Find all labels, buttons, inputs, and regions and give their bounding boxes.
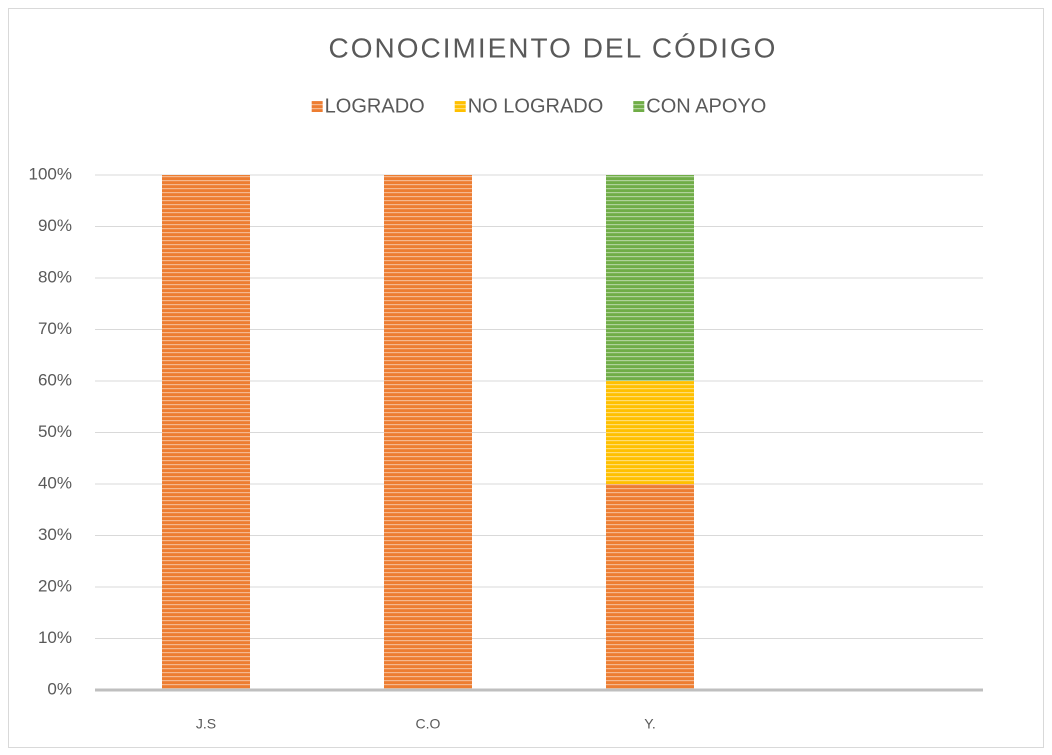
- legend-label: CON APOYO: [646, 95, 766, 117]
- y-tick-label: 60%: [38, 370, 72, 389]
- y-tick-label: 50%: [38, 422, 72, 441]
- y-tick-label: 80%: [38, 267, 72, 286]
- x-tick-label: J.S: [196, 716, 216, 732]
- bar-segment: [606, 175, 694, 381]
- x-tick-label: C.O: [416, 716, 441, 732]
- y-tick-label: 0%: [47, 679, 72, 698]
- bar-segment: [606, 381, 694, 484]
- legend: LOGRADO NO LOGRADO CON APOYO: [311, 95, 766, 117]
- y-tick-label: 40%: [38, 473, 72, 492]
- chart-title: CONOCIMIENTO DEL CÓDIGO: [329, 32, 778, 63]
- y-tick-label: 100%: [29, 164, 72, 183]
- bar-segment: [384, 175, 472, 690]
- x-tick-label: Y.: [644, 716, 655, 732]
- y-tick-label: 20%: [38, 576, 72, 595]
- bar-segment: [606, 484, 694, 690]
- legend-label: NO LOGRADO: [468, 95, 604, 117]
- legend-swatch: [633, 101, 645, 112]
- y-tick-label: 10%: [38, 628, 72, 647]
- y-tick-label: 30%: [38, 525, 72, 544]
- legend-label: LOGRADO: [325, 95, 425, 117]
- legend-swatch: [311, 101, 323, 112]
- y-tick-label: 90%: [38, 216, 72, 235]
- y-tick-label: 70%: [38, 319, 72, 338]
- legend-swatch: [454, 101, 466, 112]
- bar-segment: [162, 175, 250, 690]
